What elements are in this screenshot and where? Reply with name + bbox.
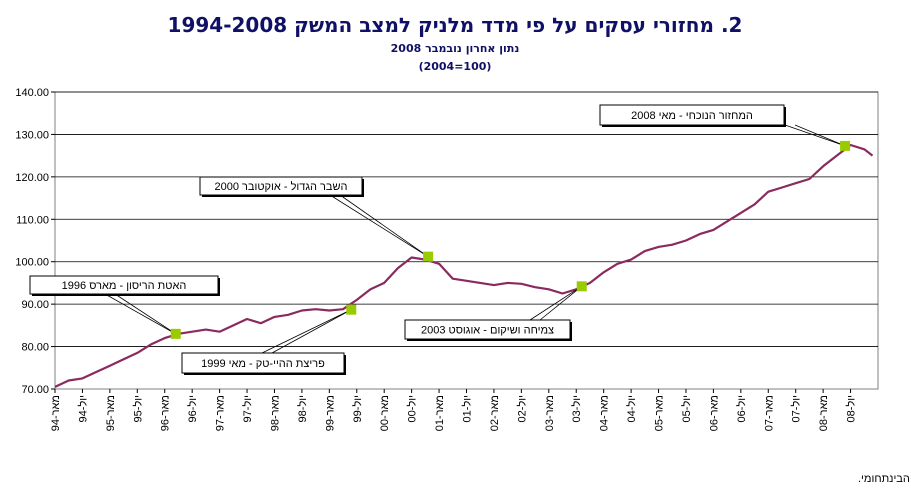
- y-tick-label: 90.00: [21, 299, 49, 311]
- annotation-marker: [423, 251, 434, 262]
- annotation-label: השבר הגדול - אוקטובר 2000: [215, 180, 348, 193]
- x-tick-label: יול-03: [570, 395, 583, 422]
- x-tick-label: מאר-08: [818, 395, 830, 431]
- x-axis: מאר-94 יול-94 מאר-95 יול-95 מאר-96 יול-96 מאר-…: [50, 389, 858, 431]
- footer-credit: פרופ' רפי מלניק, המשנה לנשיא לעניינים אק…: [858, 472, 911, 485]
- series-group: [54, 143, 874, 388]
- x-tick-label: מאר-96: [160, 395, 172, 431]
- gridlines: [55, 91, 878, 347]
- x-tick-label: מאר-03: [544, 395, 556, 431]
- series-line: [54, 143, 874, 388]
- y-tick-label: 110.00: [16, 214, 49, 226]
- annotation-box: [29, 275, 219, 295]
- annotation-marker: [346, 304, 357, 315]
- annotation-box: [599, 104, 785, 126]
- x-tick-label: מאר-04: [599, 395, 611, 431]
- y-tick-label: 140.00: [15, 87, 49, 99]
- chart-title: 2. מחזורי עסקים על פי מדד מלניק למצב המש…: [168, 13, 743, 37]
- annotation-leader: [529, 285, 582, 321]
- annotation-label: צמיחה ושיקום - אוגוסט 2003: [421, 325, 554, 337]
- y-tick-label: 120.00: [15, 172, 49, 184]
- x-tick-label: יול-98: [296, 395, 309, 422]
- x-tick-label: מאר-98: [269, 395, 281, 431]
- x-tick-label: יול-94: [76, 395, 89, 422]
- y-tick-label: 100.00: [15, 257, 49, 269]
- annotation-leader: [339, 194, 429, 257]
- annotation-box: [404, 319, 571, 340]
- annotation-leader: [261, 309, 352, 354]
- x-tick-label: יול-01: [461, 395, 474, 422]
- x-tick-label: מאר-99: [324, 395, 336, 431]
- annotation-leader: [271, 309, 352, 354]
- annotation-marker: [576, 281, 587, 292]
- y-tick-label: 70.00: [21, 384, 49, 396]
- x-tick-label: מאר-02: [489, 395, 501, 431]
- y-tick-label: 80.00: [21, 342, 49, 354]
- x-tick-label: יול-00: [406, 395, 419, 422]
- x-tick-label: מאר-05: [654, 395, 666, 431]
- annotation-label: האטת הריסון - מארס 1996: [62, 280, 187, 292]
- annotation-label: פריצת ההיי-טק - מאי 1999: [201, 358, 325, 370]
- x-tick-label: מאר-95: [105, 395, 117, 431]
- chart-subtitle-1: נתון אחרון נובמבר 2008: [391, 42, 520, 55]
- y-axis: 70.00 80.00 90.00 100.00 110.00 120.00 130.00 1…: [15, 87, 55, 396]
- chart-subtitle-2: (2004=100): [419, 60, 492, 73]
- annotation-label: המחזור הנוכחי - מאי 2008: [631, 110, 753, 122]
- annotation-box: [199, 176, 363, 196]
- x-tick-label: מאר-06: [708, 395, 720, 431]
- x-tick-label: יול-04: [625, 395, 638, 422]
- annotation-leader: [114, 293, 176, 335]
- x-tick-label: יול-06: [735, 395, 748, 422]
- x-tick-label: יול-08: [845, 395, 858, 422]
- x-tick-label: מאר-00: [379, 395, 391, 431]
- annotation-leader: [104, 293, 176, 335]
- annotation-marker: [170, 328, 181, 339]
- x-tick-label: מאר-01: [434, 395, 446, 431]
- x-tick-label: מאר-07: [763, 395, 775, 431]
- x-tick-label: יול-96: [186, 395, 199, 422]
- x-tick-label: יול-05: [680, 395, 693, 422]
- annotation-leader: [784, 124, 846, 147]
- y-tick-label: 130.00: [15, 129, 49, 141]
- annotations: האטת הריסון - מארס 1996 פריצת ההיי-טק - מ…: [29, 104, 851, 375]
- annotation-leader: [539, 286, 582, 321]
- plot-area: [54, 91, 879, 390]
- x-tick-label: יול-02: [515, 395, 528, 422]
- annotation-box: [181, 352, 345, 374]
- x-tick-label: מאר-97: [215, 395, 227, 431]
- annotation-leader: [329, 194, 429, 257]
- annotation-leader: [794, 124, 846, 147]
- annotation-marker: [840, 140, 851, 151]
- x-tick-label: יול-99: [351, 395, 364, 422]
- x-tick-label: מאר-94: [50, 395, 62, 431]
- x-tick-label: יול-07: [790, 395, 803, 422]
- x-tick-label: יול-95: [131, 395, 144, 422]
- x-tick-label: יול-97: [241, 395, 254, 422]
